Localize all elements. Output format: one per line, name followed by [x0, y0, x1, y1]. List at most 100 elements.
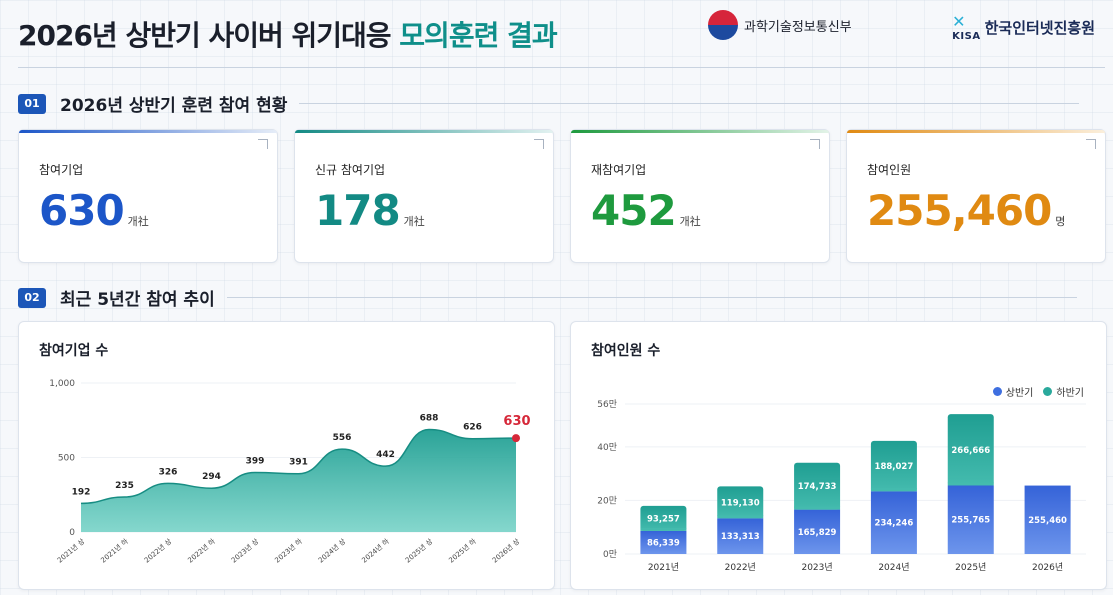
bar-joint — [794, 506, 841, 510]
y-tick-label: 40만 — [597, 442, 617, 453]
corner-icon — [810, 139, 820, 149]
stat-unit: 개社 — [679, 215, 701, 228]
data-label: 255,765 — [951, 516, 990, 526]
taegeuk-icon — [708, 10, 738, 40]
section-heading-2: 02 최근 5년간 참여 추이 — [18, 285, 1077, 310]
participants-chart-card: 참여인원 수 상반기 하반기 0만 20만 40만 56만 93,257 86,339 20… — [570, 321, 1107, 590]
x-tick-label: 2026년 — [1032, 562, 1063, 573]
x-tick-label: 2025년 하 — [447, 536, 478, 564]
stat-card-new-companies: 신규 참여기업 178 개社 — [294, 129, 554, 263]
x-tick-label: 2022년 — [725, 562, 756, 573]
section-divider — [226, 297, 1077, 298]
bar-first-half — [870, 491, 917, 554]
header-divider — [18, 67, 1105, 68]
bar-first-half — [640, 530, 687, 554]
kisa-logo: ✕ KISA 한국인터넷진흥원 — [952, 12, 1095, 42]
kisa-logo-text: 한국인터넷진흥원 — [984, 18, 1095, 37]
highlight-point — [512, 434, 520, 443]
bar-second-half — [947, 414, 994, 486]
x-tick-label: 2021년 상 — [55, 536, 86, 564]
x-tick-label: 2023년 상 — [229, 536, 260, 564]
stat-card-participating-companies: 참여기업 630 개社 — [18, 129, 278, 263]
data-label: 266,666 — [951, 446, 990, 456]
x-tick-label: 2021년 하 — [99, 536, 130, 564]
kisa-mark-text: KISA — [952, 31, 981, 42]
corner-icon — [534, 139, 544, 149]
x-tick-label: 2022년 하 — [186, 536, 217, 564]
chart-legend: 상반기 하반기 — [983, 384, 1084, 399]
bar-second-half — [870, 440, 917, 492]
area-chart: 0 500 1,000 192 2021년 상 235 2021년 하 326 2022년 상 2… — [49, 379, 530, 565]
legend-label: 하반기 — [1056, 388, 1084, 399]
data-label: 442 — [376, 450, 395, 460]
chart-title: 참여기업 수 — [39, 343, 109, 359]
data-label: 93,257 — [647, 514, 680, 524]
corner-icon — [258, 139, 268, 149]
y-tick-label: 500 — [58, 454, 75, 464]
stat-number: 452 — [591, 186, 677, 235]
y-tick-label: 20만 — [597, 495, 617, 506]
section-number: 01 — [18, 93, 46, 114]
x-tick-label: 2025년 — [955, 562, 986, 573]
bar-first-half — [1024, 485, 1071, 554]
stat-value: 178 개社 — [315, 186, 425, 235]
legend-dot — [992, 387, 1002, 396]
stat-number: 630 — [39, 186, 125, 235]
header: 2026년 상반기 사이버 위기대응 모의훈련 결과 과학기술정보통신부 ✕ KI… — [18, 8, 1095, 56]
stat-value: 630 개社 — [39, 186, 149, 235]
bar-second-half — [717, 486, 764, 519]
x-tick-label: 2024년 하 — [360, 536, 391, 564]
section-heading-1: 01 2026년 상반기 훈련 참여 현황 — [18, 91, 1080, 116]
y-tick-label: 0 — [69, 528, 75, 538]
data-label: 391 — [289, 458, 308, 468]
bar-second-half — [640, 505, 687, 531]
x-tick-label: 2023년 — [801, 562, 832, 573]
msit-logo: 과학기술정보통신부 — [708, 10, 852, 40]
stat-card-participants: 참여인원 255,460 명 — [846, 129, 1106, 263]
data-label: 234,246 — [875, 519, 914, 529]
bar-joint — [640, 527, 687, 531]
stat-value: 255,460 명 — [867, 186, 1065, 235]
legend-dot — [1043, 387, 1053, 396]
y-tick-label: 1,000 — [49, 379, 75, 389]
section-divider — [299, 103, 1080, 104]
corner-icon — [1086, 139, 1096, 149]
msit-logo-text: 과학기술정보통신부 — [744, 19, 852, 35]
stat-label: 참여인원 — [867, 163, 912, 177]
x-tick-label: 2024년 상 — [316, 536, 347, 564]
data-label: 326 — [159, 467, 178, 477]
bar-joint — [717, 515, 764, 519]
bar-first-half — [717, 518, 764, 554]
stacked-bar-chart: 0만 20만 40만 56만 93,257 86,339 2021년 119,130 133,3… — [597, 399, 1086, 573]
data-label: 188,027 — [875, 462, 914, 472]
title-main: 2026년 상반기 사이버 위기대응 — [18, 19, 392, 52]
bar-joint — [870, 488, 917, 492]
page-title: 2026년 상반기 사이버 위기대응 모의훈련 결과 — [18, 14, 558, 54]
companies-chart-card: 참여기업 수 0 500 1,000 192 2021년 상 235 2021년 하 326 2… — [18, 321, 555, 590]
stat-unit: 개社 — [127, 215, 149, 228]
area-line — [80, 428, 517, 505]
section-label: 2026년 상반기 훈련 참여 현황 — [60, 96, 288, 116]
card-accent-bar — [19, 130, 277, 133]
kisa-x-icon: ✕ — [952, 12, 967, 31]
data-label: 688 — [420, 413, 439, 423]
data-label: 235 — [115, 481, 134, 491]
data-label: 165,829 — [798, 528, 837, 538]
data-label: 294 — [202, 472, 221, 482]
x-tick-label: 2023년 하 — [273, 536, 304, 564]
y-tick-label: 0만 — [603, 549, 617, 560]
legend-item-second-half: 하반기 — [1043, 384, 1084, 399]
stat-label: 재참여기업 — [591, 163, 647, 177]
data-label: 86,339 — [647, 538, 680, 548]
legend-item-first-half: 상반기 — [992, 384, 1034, 399]
data-label: 192 — [72, 487, 91, 497]
bar-first-half — [947, 485, 994, 554]
x-tick-label: 2025년 상 — [403, 536, 434, 564]
stat-unit: 명 — [1055, 215, 1066, 228]
legend-label: 상반기 — [1005, 388, 1034, 399]
bar-first-half — [794, 509, 841, 554]
section-label: 최근 5년간 참여 추이 — [60, 290, 215, 310]
data-label: 255,460 — [1028, 516, 1067, 526]
data-label: 556 — [333, 433, 352, 443]
stat-number: 255,460 — [867, 186, 1052, 235]
